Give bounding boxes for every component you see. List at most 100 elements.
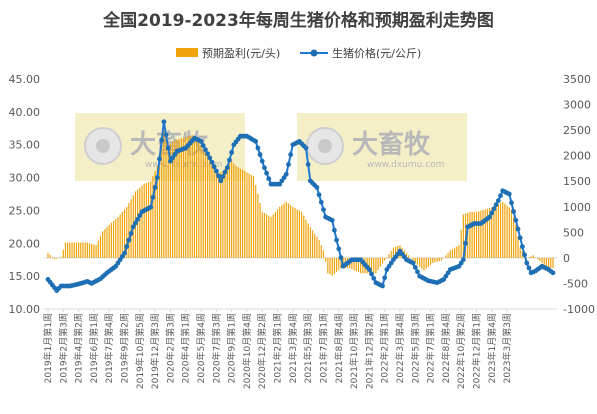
profit-bar <box>506 205 508 258</box>
profit-bar <box>539 257 541 262</box>
legend-swatch-bar <box>176 48 198 57</box>
y-left-tick-label: 20.00 <box>9 237 41 250</box>
price-point <box>526 265 532 271</box>
x-tick-label: 2019年4月第2周 <box>73 313 85 383</box>
profit-bar <box>91 243 93 258</box>
profit-bar <box>480 210 482 258</box>
profit-bar <box>550 257 552 269</box>
profit-bar <box>528 257 530 258</box>
profit-bar <box>427 257 429 267</box>
x-tick-label: 2020年12月第2周 <box>256 313 268 389</box>
x-tick-label: 2022年7月第1周 <box>425 313 437 383</box>
legend: 预期盈利(元/头) 生猪价格(元/公斤) <box>176 46 421 60</box>
price-point <box>498 193 503 199</box>
profit-bar <box>333 257 335 274</box>
profit-bar <box>517 236 519 258</box>
price-point <box>524 260 530 266</box>
price-point <box>382 275 388 281</box>
legend-label-profit: 预期盈利(元/头) <box>202 47 280 60</box>
price-point <box>493 202 499 208</box>
profit-bar <box>322 250 325 258</box>
price-point <box>515 226 521 232</box>
profit-bar <box>379 257 381 267</box>
profit-bar <box>486 208 489 258</box>
profit-bar <box>128 202 130 258</box>
profit-bar <box>261 211 263 258</box>
profit-bar <box>250 174 252 258</box>
profit-bar <box>241 169 244 258</box>
profit-bar <box>62 249 64 258</box>
y-right-tick-label: 2500 <box>563 124 591 137</box>
profit-bar <box>86 242 88 258</box>
x-tick-label: 2019年1月第1周 <box>42 313 54 383</box>
profit-bar <box>112 220 115 258</box>
profit-bar <box>110 222 112 258</box>
profit-bar <box>82 242 84 258</box>
profit-bar <box>508 207 510 258</box>
price-point <box>257 152 263 157</box>
x-tick-label: 2019年2月第3周 <box>57 313 69 383</box>
profit-bar <box>279 206 281 258</box>
price-point <box>506 191 512 197</box>
profit-bar <box>222 171 224 258</box>
profit-bar <box>189 135 191 258</box>
x-tick-label: 2022年2月第1周 <box>379 313 391 383</box>
profit-bar <box>305 219 307 258</box>
profit-bar <box>377 257 379 271</box>
x-tick-label: 2019年12月第3周 <box>149 313 161 389</box>
price-point <box>283 171 289 177</box>
profit-bar <box>64 242 67 258</box>
price-point <box>165 145 171 151</box>
profit-bar <box>187 136 189 258</box>
profit-bar <box>246 172 248 258</box>
y-right-tick-label: 0 <box>563 252 570 265</box>
profit-bar <box>169 143 172 258</box>
profit-bar <box>126 206 128 258</box>
profit-bar <box>419 257 421 267</box>
price-point <box>412 264 418 270</box>
price-point <box>305 162 311 167</box>
profit-bar <box>292 206 294 258</box>
price-point <box>509 200 514 206</box>
price-point <box>336 246 342 252</box>
profit-bar <box>283 203 285 258</box>
price-point <box>220 174 226 179</box>
x-tick-label: 2019年7月第4周 <box>103 313 115 383</box>
profit-bar <box>123 209 126 258</box>
y-right-tick-label: 3500 <box>563 73 591 86</box>
profit-bar <box>314 233 316 258</box>
price-point <box>262 165 267 171</box>
profit-bar <box>394 246 397 258</box>
profit-bar <box>204 151 207 258</box>
profit-bar <box>56 257 58 259</box>
profit-bar <box>244 171 246 258</box>
profit-bar <box>360 257 362 274</box>
profit-bar <box>185 137 187 258</box>
y-right-tick-label: 3000 <box>563 99 591 112</box>
profit-bar <box>147 182 150 258</box>
profit-bar <box>53 257 56 260</box>
price-point <box>150 194 156 200</box>
profit-bar <box>231 160 233 258</box>
price-point <box>216 173 221 179</box>
x-tick-label: 2023年1月第4周 <box>486 313 498 383</box>
profit-bar <box>161 142 163 258</box>
y-left-tick-label: 35.00 <box>9 139 41 152</box>
profit-bar <box>491 207 493 258</box>
profit-bar <box>182 137 185 258</box>
profit-bar <box>416 257 419 265</box>
profit-bar <box>405 252 408 258</box>
price-point <box>495 198 501 203</box>
profit-bar <box>504 203 506 258</box>
profit-bar <box>298 210 301 258</box>
profit-bar <box>176 139 178 258</box>
profit-bar <box>489 208 491 258</box>
profit-bar <box>117 217 119 258</box>
profit-bar <box>178 139 180 258</box>
profit-bar <box>139 187 141 258</box>
profit-bar <box>270 217 272 258</box>
price-point <box>203 147 208 153</box>
profit-bar <box>386 257 388 258</box>
profit-bar <box>272 214 274 258</box>
x-tick-label: 2021年2月第1周 <box>272 313 284 383</box>
